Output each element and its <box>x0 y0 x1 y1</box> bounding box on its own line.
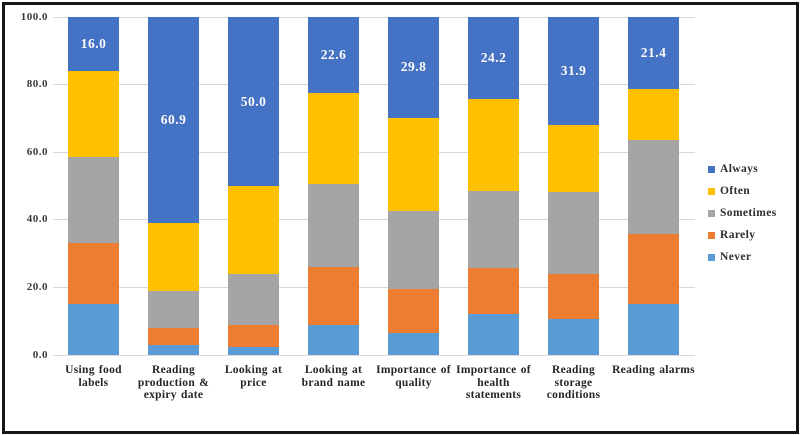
segment-always: 16.0 <box>68 17 119 72</box>
legend-label: Always <box>720 163 759 175</box>
legend-swatch-icon <box>708 253 715 261</box>
legend-item-never: Never <box>708 251 777 263</box>
data-label: 60.9 <box>160 111 187 127</box>
x-category-label: Importance of health statements <box>456 364 531 401</box>
legend-label: Rarely <box>720 229 756 241</box>
segment-always: 29.8 <box>388 17 439 118</box>
segment-always: 21.4 <box>628 17 679 90</box>
segment-often <box>68 71 119 158</box>
data-label: 24.2 <box>480 49 507 65</box>
segment-often <box>148 222 199 291</box>
segment-sometimes <box>308 183 359 268</box>
segment-never <box>628 304 679 355</box>
segment-rarely <box>628 234 679 305</box>
segment-sometimes <box>68 157 119 244</box>
gridline-40.0 <box>53 219 695 221</box>
data-label: 21.4 <box>640 45 667 61</box>
legend-label: Never <box>720 251 752 263</box>
segment-rarely <box>68 243 119 305</box>
legend-swatch-icon <box>708 187 715 195</box>
segment-never <box>388 333 439 355</box>
segment-never <box>148 344 199 355</box>
segment-often <box>628 89 679 141</box>
segment-often <box>228 186 279 274</box>
gridline-80.0 <box>53 84 695 86</box>
x-category-label: Reading storage conditions <box>546 364 601 401</box>
gridline-0.0 <box>53 354 695 356</box>
segment-rarely <box>308 267 359 325</box>
segment-often <box>388 117 439 212</box>
legend-item-always: Always <box>708 163 777 175</box>
segment-never <box>468 314 519 355</box>
legend-item-rarely: Rarely <box>708 229 777 241</box>
segment-always: 22.6 <box>308 17 359 94</box>
y-tick-label: 60.0 <box>26 145 48 158</box>
segment-rarely <box>148 327 199 345</box>
data-label: 16.0 <box>80 36 107 52</box>
segment-sometimes <box>388 211 439 290</box>
segment-never <box>68 304 119 355</box>
segment-often <box>308 93 359 184</box>
segment-rarely <box>388 289 439 334</box>
segment-rarely <box>548 273 599 320</box>
segment-never <box>228 346 279 355</box>
segment-often <box>468 98 519 192</box>
segment-never <box>548 319 599 355</box>
segment-rarely <box>228 324 279 347</box>
y-tick-label: 80.0 <box>26 78 48 91</box>
x-category-label: Looking at price <box>224 364 283 389</box>
y-tick-label: 40.0 <box>26 213 48 226</box>
legend: Always Often Sometimes Rarely Never <box>708 163 777 273</box>
legend-item-sometimes: Sometimes <box>708 207 777 219</box>
legend-swatch-icon <box>708 209 715 217</box>
x-category-label: Reading production & expiry date <box>137 364 210 401</box>
segment-sometimes <box>228 273 279 325</box>
stacked-bar: 50.0 <box>228 17 279 355</box>
segment-sometimes <box>628 140 679 235</box>
gridline-20.0 <box>53 286 695 288</box>
x-category-label: Using food labels <box>65 364 122 389</box>
y-tick-label: 0.0 <box>32 348 48 361</box>
x-category-label: Importance of quality <box>376 364 451 389</box>
segment-sometimes <box>468 191 519 268</box>
legend-swatch-icon <box>708 165 715 173</box>
legend-item-often: Often <box>708 185 777 197</box>
stacked-bar: 22.6 <box>308 17 359 355</box>
stacked-bar: 21.4 <box>628 17 679 355</box>
stacked-bar: 16.0 <box>68 17 119 355</box>
data-label: 29.8 <box>400 59 427 75</box>
segment-always: 24.2 <box>468 17 519 99</box>
stacked-bar: 24.2 <box>468 17 519 355</box>
data-label: 50.0 <box>240 93 267 109</box>
segment-rarely <box>468 267 519 315</box>
segment-always: 60.9 <box>148 17 199 223</box>
gridline-60.0 <box>53 151 695 153</box>
legend-swatch-icon <box>708 231 715 239</box>
segment-never <box>308 324 359 355</box>
segment-sometimes <box>548 192 599 274</box>
segment-often <box>548 124 599 193</box>
stacked-bar: 29.8 <box>388 17 439 355</box>
y-tick-label: 100.0 <box>20 10 48 23</box>
y-tick-label: 20.0 <box>26 280 48 293</box>
data-label: 31.9 <box>560 62 587 78</box>
gridline-100.0 <box>53 16 695 18</box>
segment-always: 31.9 <box>548 17 599 125</box>
legend-label: Sometimes <box>720 207 777 219</box>
x-category-label: Reading alarms <box>612 364 695 376</box>
segment-sometimes <box>148 290 199 328</box>
data-label: 22.6 <box>320 47 347 63</box>
stacked-bar: 60.9 <box>148 17 199 355</box>
legend-label: Often <box>720 185 751 197</box>
stacked-bar: 31.9 <box>548 17 599 355</box>
x-category-label: Looking at brand name <box>301 364 366 389</box>
segment-always: 50.0 <box>228 17 279 187</box>
